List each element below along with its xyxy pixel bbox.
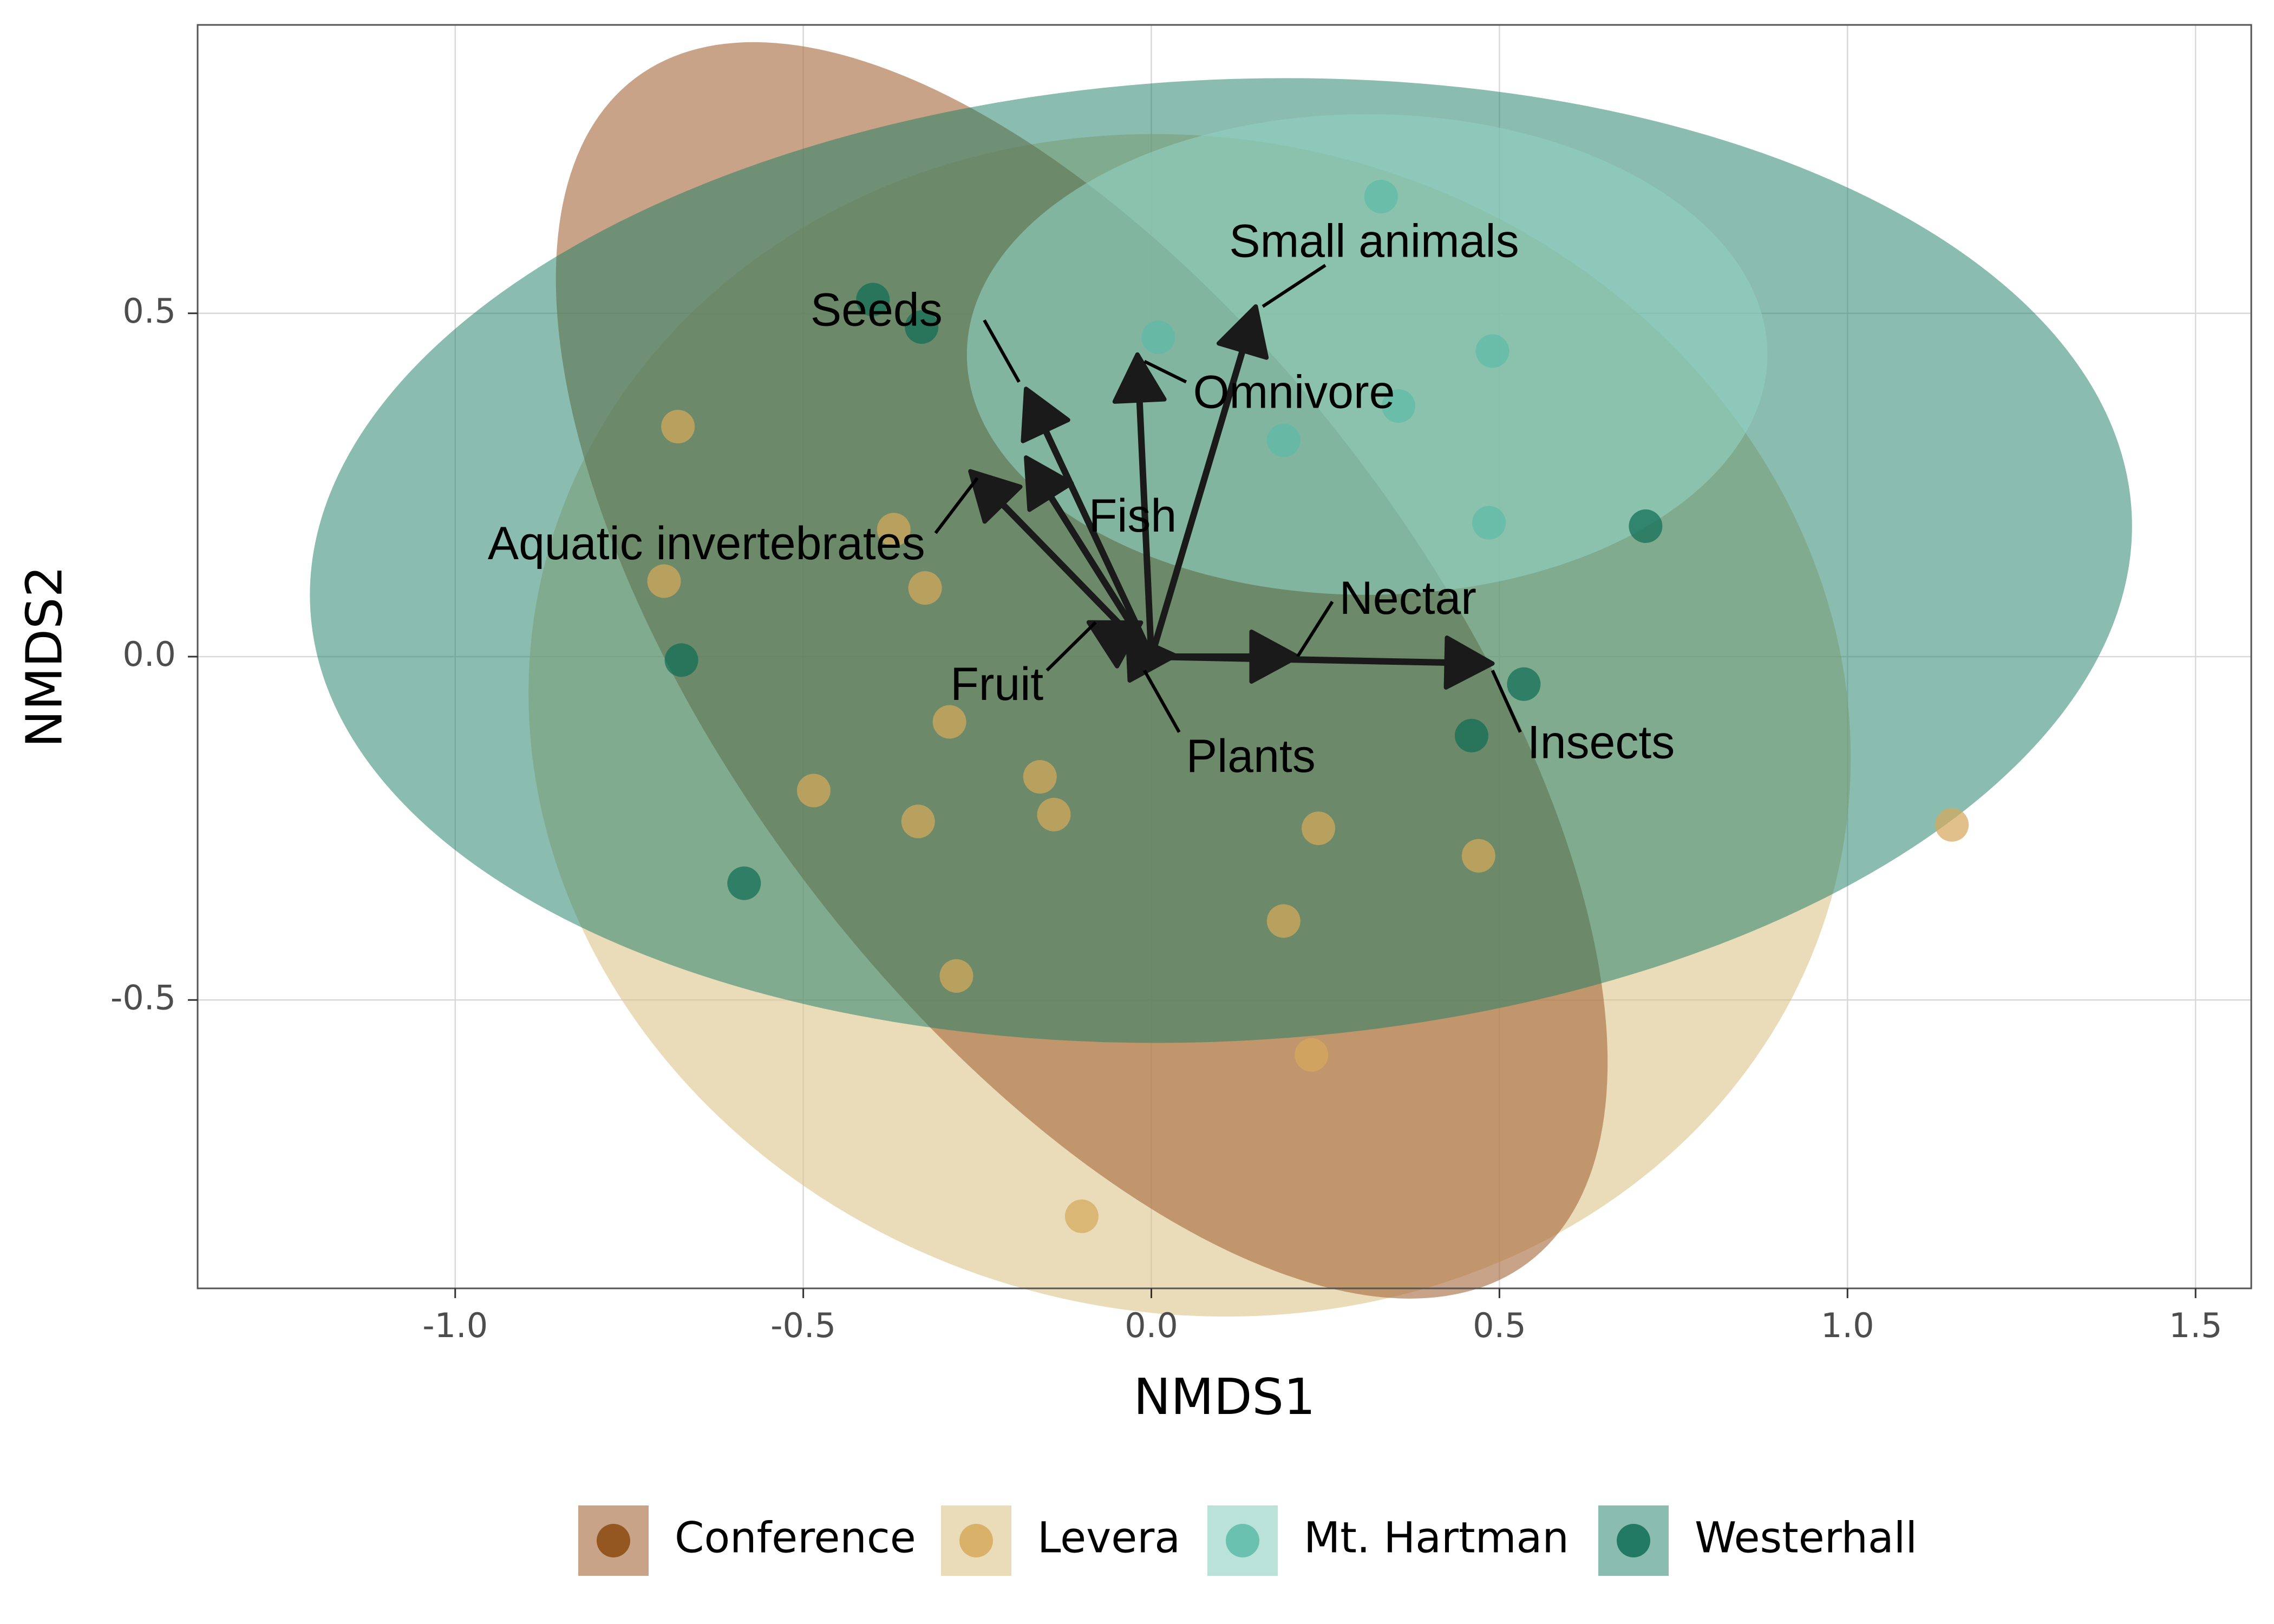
data-point: [1935, 808, 1969, 842]
data-point: [1629, 509, 1663, 543]
y-axis-title: NMDS2: [15, 566, 73, 748]
legend-label: Levera: [1037, 1514, 1180, 1562]
vector-arrowhead: [1112, 352, 1167, 404]
x-tick-label: -0.5: [770, 1306, 836, 1345]
vector-line: [1040, 422, 1155, 660]
data-point: [1461, 839, 1495, 873]
data-point: [1302, 811, 1336, 846]
x-axis-title: NMDS1: [1134, 1368, 1316, 1426]
data-point: [1141, 320, 1175, 355]
x-tick-label: -1.0: [422, 1306, 488, 1345]
y-tick-label: 0.0: [122, 634, 176, 674]
data-point: [905, 310, 939, 344]
ellipse-mt-hartman: [966, 114, 1768, 595]
legend-marker: [1226, 1524, 1259, 1557]
data-points: [647, 180, 1969, 1233]
legend-marker: [959, 1524, 993, 1557]
vector-arrowhead: [1125, 632, 1178, 683]
label-leader: [934, 477, 979, 534]
data-point: [647, 564, 681, 598]
data-point: [1266, 423, 1301, 457]
vector-label: Aquatic invertebrates: [488, 518, 925, 569]
vector-line: [1148, 342, 1247, 660]
vector-label: Small animals: [1229, 215, 1519, 267]
data-point: [932, 705, 966, 739]
data-point: [727, 866, 761, 900]
label-leader: [983, 319, 1021, 383]
x-tick-label: 1.0: [1821, 1306, 1874, 1345]
legend-label: Conference: [675, 1514, 916, 1562]
label-leader: [1143, 359, 1187, 384]
legend-marker: [1617, 1524, 1650, 1557]
x-tick-label: 0.0: [1125, 1306, 1178, 1345]
vector-label: Nectar: [1339, 572, 1476, 624]
label-leader: [1143, 669, 1181, 734]
y-tick-label: -0.5: [110, 978, 176, 1017]
legend: Conference Levera Mt. Hartman Westerhall: [578, 1505, 1917, 1576]
data-point: [1023, 759, 1057, 794]
data-point: [1037, 797, 1071, 831]
data-point: [908, 571, 942, 605]
legend-label: Mt. Hartman: [1304, 1514, 1569, 1562]
legend-marker: [597, 1524, 630, 1557]
vector-arrowhead: [1024, 455, 1074, 512]
data-point: [796, 774, 831, 808]
x-tick-label: 0.5: [1473, 1306, 1526, 1345]
vector-arrowhead: [968, 469, 1023, 524]
data-point: [901, 804, 935, 839]
data-point: [1295, 1038, 1329, 1072]
vector-line: [1148, 653, 1455, 666]
data-point: [1266, 904, 1301, 938]
data-point: [661, 410, 695, 444]
vector-arrowhead: [1443, 635, 1495, 690]
label-leader: [1262, 264, 1327, 308]
vector-label: Omnivore: [1193, 366, 1395, 418]
data-point: [1475, 334, 1510, 368]
data-point: [856, 283, 890, 317]
data-point: [877, 513, 911, 547]
vector-arrowhead: [1021, 387, 1070, 443]
y-tick-label: 0.5: [122, 291, 176, 331]
data-point: [1364, 180, 1398, 214]
label-leader: [1045, 621, 1097, 672]
axis-ticks: -1.0 -0.5 0.0 0.5 1.0 1.5 -0.5 0.0 0.5: [110, 291, 2222, 1345]
data-point: [664, 643, 698, 677]
data-point: [1064, 1199, 1099, 1233]
vector-label: Seeds: [811, 284, 943, 336]
x-tick-label: 1.5: [2169, 1306, 2223, 1345]
vector-line: [1136, 391, 1155, 660]
data-point: [1472, 506, 1506, 540]
vector-label: Plants: [1186, 730, 1316, 782]
vector-arrowhead: [1216, 304, 1269, 360]
data-point: [1454, 718, 1488, 752]
vector-label: Insects: [1527, 717, 1675, 769]
loading-vectors: Small animals Seeds Omnivore Aquatic invert…: [488, 215, 1675, 782]
label-leader: [1491, 670, 1522, 733]
data-point: [939, 959, 973, 993]
data-point: [1507, 667, 1541, 701]
label-leader: [1296, 600, 1334, 658]
legend-label: Westerhall: [1695, 1514, 1917, 1562]
vector-label: Fruit: [950, 658, 1043, 710]
vector-label: Fish: [1089, 490, 1177, 542]
data-point: [1381, 389, 1415, 423]
group-ellipses: [310, 42, 2132, 1317]
